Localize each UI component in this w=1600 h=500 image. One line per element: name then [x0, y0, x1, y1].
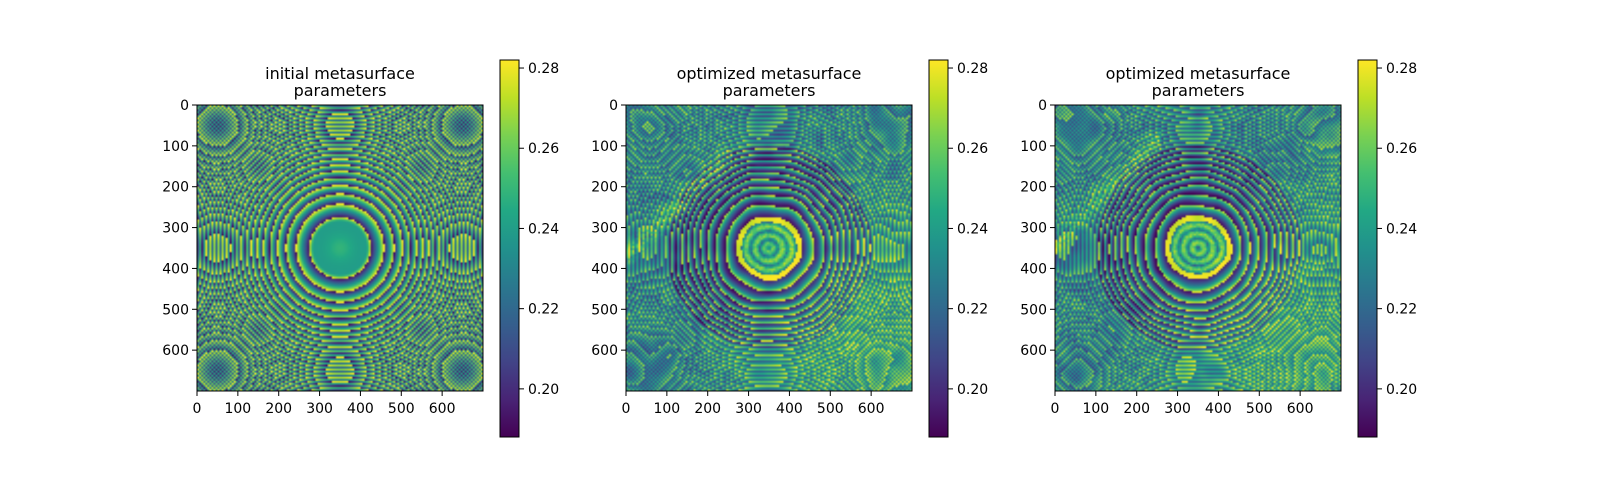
panel-title-line: parameters — [294, 81, 387, 100]
y-tick-label: 100 — [591, 139, 618, 155]
panel-title-line: initial metasurface — [265, 64, 415, 83]
colorbar-tick-label: 0.26 — [528, 141, 559, 157]
x-tick-label: 0 — [622, 401, 631, 417]
heatmap-image — [197, 105, 483, 391]
colorbar-tick-label: 0.24 — [528, 221, 559, 237]
colorbar-tick-label: 0.20 — [1386, 382, 1417, 398]
colorbar — [928, 59, 949, 438]
colorbar-tick-label: 0.24 — [957, 221, 988, 237]
y-tick-label: 500 — [162, 302, 189, 318]
heatmap-image — [1055, 105, 1341, 391]
panel-title-line: parameters — [1152, 81, 1245, 100]
x-tick-label: 0 — [1051, 401, 1060, 417]
x-tick-label: 100 — [1082, 401, 1109, 417]
y-tick-label: 400 — [591, 261, 618, 277]
panel-title-line: optimized metasurface — [677, 64, 862, 83]
colorbar-tick-label: 0.28 — [1386, 61, 1417, 77]
x-tick-label: 400 — [347, 401, 374, 417]
x-tick-label: 200 — [694, 401, 721, 417]
x-tick-label: 200 — [265, 401, 292, 417]
colorbar-tick-label: 0.24 — [1386, 221, 1417, 237]
y-tick-label: 400 — [1020, 261, 1047, 277]
x-tick-label: 600 — [858, 401, 885, 417]
x-tick-label: 500 — [388, 401, 415, 417]
y-tick-label: 0 — [180, 98, 189, 114]
x-tick-label: 400 — [1205, 401, 1232, 417]
heatmap-panel-1: initial metasurface parameters 0 100 200 300 4… — [162, 59, 559, 438]
x-tick-label: 500 — [817, 401, 844, 417]
colorbar-tick-label: 0.28 — [528, 61, 559, 77]
x-tick-label: 500 — [1246, 401, 1273, 417]
colorbar — [499, 59, 520, 438]
heatmap-panel-2: optimized metasurface parameters 0 100 200 30… — [591, 59, 988, 438]
colorbar — [1357, 59, 1378, 438]
axes-frame — [196, 104, 484, 392]
y-tick-label: 200 — [591, 180, 618, 196]
colorbar-tick-label: 0.22 — [1386, 302, 1417, 318]
panel-title: initial metasurface parameters — [265, 64, 415, 100]
x-tick-label: 200 — [1123, 401, 1150, 417]
y-tick-label: 600 — [1020, 343, 1047, 359]
colorbar-tick-label: 0.26 — [1386, 141, 1417, 157]
x-tick-label: 600 — [429, 401, 456, 417]
heatmap-panel-3: optimized metasurface parameters 0 100 200 30… — [1020, 59, 1417, 438]
y-tick-label: 600 — [162, 343, 189, 359]
y-tick-label: 100 — [1020, 139, 1047, 155]
colorbar-tick-label: 0.28 — [957, 61, 988, 77]
axes-frame — [625, 104, 913, 392]
y-tick-label: 600 — [591, 343, 618, 359]
panel-title: optimized metasurface parameters — [677, 64, 862, 100]
axes-frame — [1054, 104, 1342, 392]
x-tick-label: 300 — [735, 401, 762, 417]
y-tick-label: 0 — [1038, 98, 1047, 114]
x-tick-label: 100 — [653, 401, 680, 417]
y-tick-label: 200 — [162, 180, 189, 196]
panel-title: optimized metasurface parameters — [1106, 64, 1291, 100]
panel-title-line: optimized metasurface — [1106, 64, 1291, 83]
colorbar-tick-label: 0.20 — [528, 382, 559, 398]
colorbar-tick-label: 0.20 — [957, 382, 988, 398]
y-tick-label: 0 — [609, 98, 618, 114]
y-tick-label: 100 — [162, 139, 189, 155]
x-tick-label: 400 — [776, 401, 803, 417]
y-tick-label: 300 — [162, 221, 189, 237]
y-tick-label: 300 — [591, 221, 618, 237]
y-tick-label: 200 — [1020, 180, 1047, 196]
colorbar-tick-label: 0.22 — [957, 302, 988, 318]
x-tick-label: 300 — [306, 401, 333, 417]
y-tick-label: 500 — [1020, 302, 1047, 318]
x-tick-label: 0 — [193, 401, 202, 417]
y-tick-label: 400 — [162, 261, 189, 277]
x-tick-label: 300 — [1164, 401, 1191, 417]
y-tick-label: 500 — [591, 302, 618, 318]
heatmap-image — [626, 105, 912, 391]
panel-title-line: parameters — [723, 81, 816, 100]
x-tick-label: 600 — [1287, 401, 1314, 417]
y-tick-label: 300 — [1020, 221, 1047, 237]
colorbar-tick-label: 0.26 — [957, 141, 988, 157]
colorbar-tick-label: 0.22 — [528, 302, 559, 318]
x-tick-label: 100 — [224, 401, 251, 417]
